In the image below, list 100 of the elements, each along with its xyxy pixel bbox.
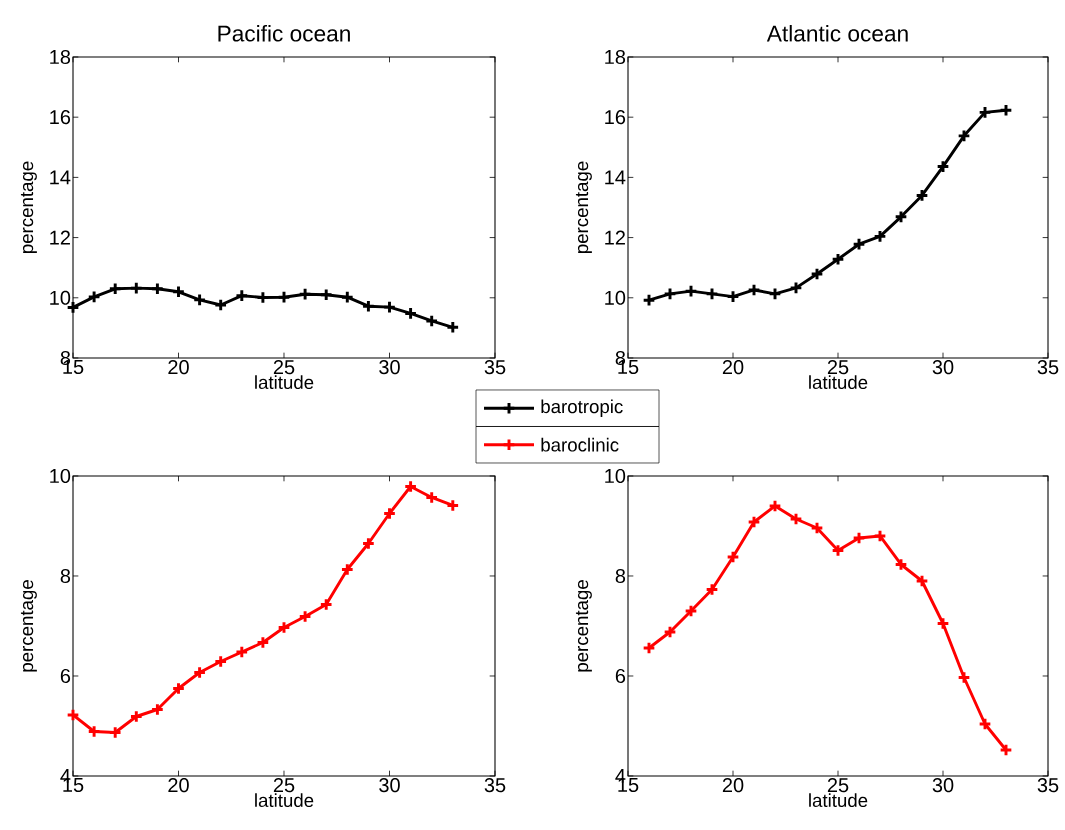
y-tick-label: 10 <box>50 468 71 484</box>
point <box>978 717 992 731</box>
point <box>642 641 656 655</box>
x-tick-label: 25 <box>827 360 849 375</box>
point <box>936 159 950 174</box>
point <box>361 536 376 551</box>
point <box>403 306 418 321</box>
x-tick-label: 30 <box>379 778 400 793</box>
point <box>873 229 887 244</box>
point <box>999 103 1013 118</box>
point <box>810 267 824 281</box>
x-tick-label: 20 <box>168 778 189 793</box>
point <box>319 597 334 612</box>
y-tick-label: 16 <box>50 110 71 125</box>
x-tick-label: 35 <box>1037 778 1059 793</box>
point <box>340 290 355 304</box>
x-tick-label: 25 <box>827 778 849 793</box>
point <box>256 290 270 305</box>
point <box>747 283 761 297</box>
y-tick-label: 18 <box>50 49 71 65</box>
point <box>108 281 123 296</box>
x-tick-label: 35 <box>1037 360 1059 375</box>
y-tick-label: 10 <box>605 468 626 484</box>
point <box>684 604 698 618</box>
point <box>382 506 397 521</box>
point <box>705 582 719 597</box>
point <box>936 616 950 631</box>
x-axis-title: latitude <box>809 793 868 808</box>
y-tick-label: 14 <box>50 170 71 185</box>
point <box>999 743 1013 757</box>
point <box>446 320 460 335</box>
y-axis-title: percentage <box>575 161 592 253</box>
point <box>831 543 845 558</box>
point <box>256 635 270 650</box>
point <box>915 574 929 588</box>
point <box>873 529 887 543</box>
x-tick-label: 20 <box>168 360 189 375</box>
point <box>129 709 144 724</box>
y-tick-label: 18 <box>605 49 626 65</box>
point <box>852 237 866 252</box>
point <box>663 625 677 639</box>
y-tick-label: 14 <box>605 170 626 185</box>
point <box>894 557 908 572</box>
point <box>446 498 460 513</box>
point <box>192 293 207 307</box>
point <box>642 293 656 307</box>
x-tick-label: 25 <box>273 778 295 793</box>
point <box>66 708 80 722</box>
y-axis-title: percentage <box>575 580 592 672</box>
y-axis-title: percentage <box>20 161 37 253</box>
point <box>747 515 761 529</box>
point <box>768 499 782 513</box>
x-tick-label: 25 <box>273 360 295 375</box>
x-axis-title: latitude <box>809 375 868 390</box>
point <box>235 645 249 659</box>
y-tick-label: 10 <box>605 290 626 305</box>
point <box>235 288 249 303</box>
point <box>87 724 101 739</box>
y-axis-title: percentage <box>20 580 37 672</box>
point <box>150 281 165 296</box>
legend-label: baroclinic <box>541 437 619 452</box>
point <box>361 299 376 314</box>
point <box>277 290 291 304</box>
y-tick-label: 8 <box>615 568 626 584</box>
point <box>789 281 803 295</box>
point <box>957 670 971 685</box>
point <box>213 654 228 669</box>
point <box>213 298 228 312</box>
point <box>424 490 439 505</box>
point <box>684 284 698 298</box>
chart-title: Atlantic ocean <box>766 24 908 42</box>
point <box>171 681 186 696</box>
y-tick-label: 12 <box>50 230 70 245</box>
y-tick-label: 10 <box>50 290 71 305</box>
point <box>192 665 207 680</box>
x-tick-label: 20 <box>722 360 744 375</box>
point <box>403 479 418 494</box>
point <box>789 512 803 526</box>
point <box>277 620 291 635</box>
point <box>894 210 908 224</box>
point <box>319 287 334 302</box>
point <box>915 188 929 203</box>
legend-label: barotropic <box>541 399 623 417</box>
y-tick-label: 6 <box>60 668 71 684</box>
y-tick-label: 12 <box>605 230 625 245</box>
y-tick-label: 8 <box>60 568 71 584</box>
x-tick-label: 30 <box>932 778 954 793</box>
x-tick-label: 30 <box>379 360 400 375</box>
point <box>705 287 719 301</box>
point <box>831 252 845 267</box>
point <box>726 289 740 304</box>
x-tick-label: 35 <box>484 778 506 793</box>
x-tick-label: 20 <box>722 778 744 793</box>
point <box>978 105 992 120</box>
x-axis-title: latitude <box>255 793 314 808</box>
point <box>957 129 971 143</box>
point <box>298 287 312 301</box>
point <box>108 725 123 740</box>
x-axis-title: latitude <box>255 375 314 390</box>
point <box>726 550 740 564</box>
